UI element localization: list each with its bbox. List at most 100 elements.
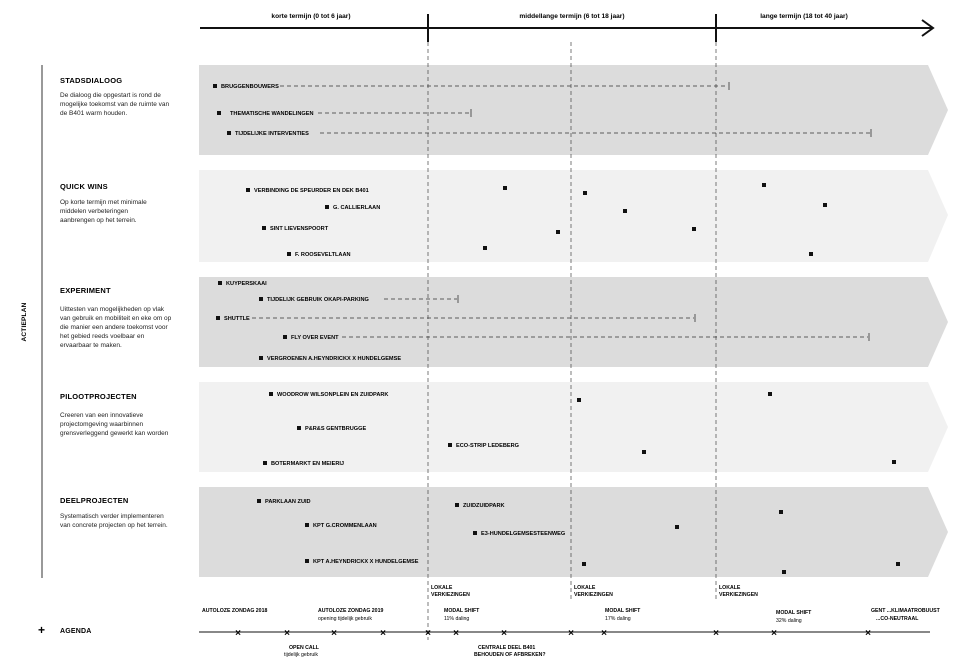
agenda: + AGENDA AUTOLOZE ZONDAG 2018 AUTOLOZE Z…: [38, 585, 941, 658]
agenda-event-label: AUTOLOZE ZONDAG 2019: [318, 608, 383, 614]
item-marker: [246, 188, 250, 192]
milestone-marker: [675, 525, 679, 529]
item-label-eco-strip-ledeberg: ECO-STRIP LEDEBERG: [456, 443, 519, 449]
agenda-event-label: MODAL SHIFT: [444, 608, 480, 614]
agenda-cross-icon: ×: [425, 628, 431, 639]
agenda-cross-icon: ×: [865, 628, 871, 639]
agenda-cross-icon: ×: [331, 628, 337, 639]
agenda-event-label: AUTOLOZE ZONDAG 2018: [202, 608, 267, 614]
lane-items-quick-wins: VERBINDING DE SPEURDER EN DEK B401 G. CA…: [246, 183, 827, 258]
item-label-vergroenen: VERGROENEN A.HEYNDRICKX X HUNDELGEMSE: [267, 356, 401, 362]
item-marker: [297, 426, 301, 430]
item-label-fly-over-event: FLY OVER EVENT: [291, 335, 339, 341]
milestone-marker: [556, 230, 560, 234]
item-label-prs-gentbrugge: P&R&S GENTBRUGGE: [305, 426, 366, 432]
item-label-e3-hundelgemsesteenweg: E3-HUNDELGEMSESTEENWEG: [481, 531, 565, 537]
item-label-f-rooseveltlaan: F. ROOSEVELTLAAN: [295, 252, 351, 258]
item-label-kuyperskaai: KUYPERSKAAI: [226, 281, 267, 287]
item-marker: [217, 111, 221, 115]
agenda-event-sub: 17% daling: [605, 616, 631, 622]
item-label-tijdelijke-interventies: TIJDELIJKE INTERVENTIES: [235, 131, 309, 137]
lane-title-experiment: EXPERIMENT: [60, 286, 111, 295]
item-marker: [257, 499, 261, 503]
agenda-event-label: LOKALE: [431, 585, 453, 591]
item-label-kpt-g-crommenlaan: KPT G.CROMMENLAAN: [313, 523, 377, 529]
lane-desc-line: middelen verbeteringen: [60, 208, 128, 215]
milestone-marker: [896, 562, 900, 566]
milestone-marker: [762, 183, 766, 187]
item-marker: [325, 205, 329, 209]
lane-band-experiment: [199, 277, 948, 367]
item-label-tijdelijk-gebruik-okapi: TIJDELIJK GEBRUIK OKAPI-PARKING: [267, 297, 369, 303]
agenda-event-sub: 11% daling: [444, 616, 469, 622]
agenda-cross-icon: ×: [713, 628, 719, 639]
guide-lines: [427, 42, 717, 640]
milestone-marker: [582, 562, 586, 566]
lane-desc-line: ervaarbaar te maken.: [60, 342, 122, 349]
agenda-cross-icon: ×: [501, 628, 507, 639]
timeline-arrowhead: [921, 19, 935, 37]
lane-title-deelprojecten: DEELPROJECTEN: [60, 496, 128, 505]
agenda-event-label: MODAL SHIFT: [605, 608, 641, 614]
lane-items-experiment: KUYPERSKAAI TIJDELIJK GEBRUIK OKAPI-PARK…: [216, 281, 870, 362]
lane-desc-line: De dialoog die opgestart is rond de: [60, 92, 161, 99]
item-label-woodrow-wilsonplein: WOODROW WILSONPLEIN EN ZUIDPARK: [277, 392, 388, 398]
item-label-zuidzuidpark: ZUIDZUIDPARK: [463, 503, 505, 509]
agenda-cross-icon: ×: [235, 628, 241, 639]
lane-desc-line: Uittesten van mogelijkheden op vlak: [60, 306, 165, 313]
agenda-cross-icon: ×: [453, 628, 459, 639]
milestone-marker: [642, 450, 646, 454]
milestone-marker: [782, 570, 786, 574]
lane-desc-line: het gebied reeds voelbaar en: [60, 333, 145, 340]
milestone-marker: [692, 227, 696, 231]
agenda-event-label: MODAL SHIFT: [776, 610, 812, 616]
agenda-plus-icon: +: [38, 623, 45, 637]
milestone-marker: [623, 209, 627, 213]
item-marker: [305, 559, 309, 563]
milestone-marker: [779, 510, 783, 514]
lane-items-deelprojecten: PARKLAAN ZUID ZUIDZUIDPARK KPT G.CROMMEN…: [257, 499, 900, 574]
lane-band-deelprojecten: [199, 487, 948, 577]
agenda-event-label: CENTRALE DEEL B401: [478, 645, 535, 651]
agenda-event-sub: ...CO-NEUTRAAL: [876, 616, 919, 622]
item-marker: [216, 316, 220, 320]
lane-desc-line: van concrete projecten op het terrein.: [60, 522, 168, 529]
milestone-marker: [823, 203, 827, 207]
agenda-cross-icon: ×: [568, 628, 574, 639]
lane-title-stadsdialoog: STADSDIALOOG: [60, 76, 122, 85]
agenda-event-label: LOKALE: [574, 585, 596, 591]
timeline-header: korte termijn (0 tot 6 jaar) middellange…: [200, 13, 935, 42]
lane-bands: [199, 65, 948, 577]
agenda-event-sub: BEHOUDEN OF AFBREKEN?: [474, 652, 546, 658]
item-marker: [259, 356, 263, 360]
milestone-marker: [768, 392, 772, 396]
agenda-cross-icon: ×: [380, 628, 386, 639]
milestone-marker: [583, 191, 587, 195]
item-marker: [218, 281, 222, 285]
lane-desc-line: Op korte termijn met minimale: [60, 199, 147, 206]
side-bar: ACTIEPLAN: [21, 65, 43, 578]
agenda-title: AGENDA: [60, 628, 92, 635]
lane-desc-line: die manier een andere toekomst voor: [60, 324, 169, 331]
agenda-cross-icon: ×: [771, 628, 777, 639]
milestone-marker: [483, 246, 487, 250]
agenda-event-sub: tijdelijk gebruik: [284, 652, 318, 658]
milestone-marker: [503, 186, 507, 190]
lane-desc-line: van gebruik en mobiliteit en eke om op: [60, 315, 172, 322]
side-label-actieplan: ACTIEPLAN: [21, 302, 28, 341]
lane-band-stadsdialoog: [199, 65, 948, 155]
item-label-sint-lievenspoort: SINT LIEVENSPOORT: [270, 226, 329, 232]
item-label-botermarkt-meierij: BOTERMARKT EN MEIERIJ: [271, 461, 344, 467]
agenda-event-sub: VERKIEZINGEN: [719, 592, 758, 598]
agenda-cross-icon: ×: [601, 628, 607, 639]
lane-band-quick-wins: [199, 170, 948, 262]
item-marker: [283, 335, 287, 339]
item-marker: [263, 461, 267, 465]
lane-desc-line: mogelijke toekomst van de ruimte van: [60, 101, 169, 108]
lane-items-stadsdialoog: BRUGGENBOUWERS THEMATISCHE WANDELINGEN T…: [213, 82, 872, 137]
item-label-g-callierlaan: G. CALLIERLAAN: [333, 205, 380, 211]
phase-label-mid: middellange termijn (6 tot 18 jaar): [519, 13, 624, 20]
lane-band-pilootprojecten: [199, 382, 948, 472]
lane-desc-line: de B401 warm houden.: [60, 110, 127, 117]
